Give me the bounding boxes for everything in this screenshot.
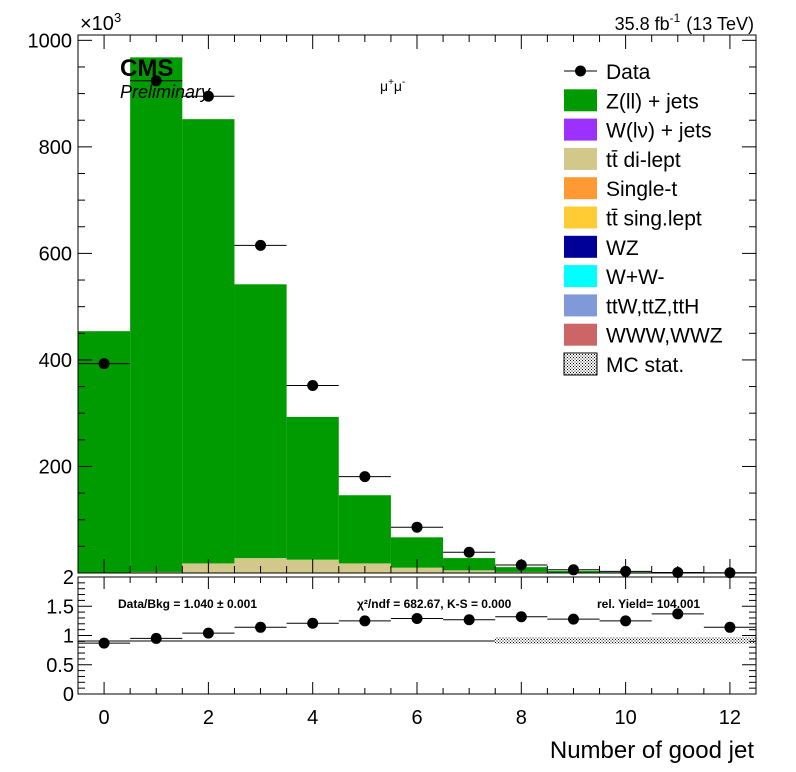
legend-label: tt̄ di-lept xyxy=(606,149,681,172)
x-tick-label: 4 xyxy=(307,707,318,729)
data-point xyxy=(150,75,162,87)
data-point xyxy=(463,546,475,558)
cms-label: CMS xyxy=(120,55,173,82)
stack-bar xyxy=(286,416,339,560)
y-tick-label: 400 xyxy=(39,350,72,372)
legend-swatch xyxy=(563,352,598,376)
ratio-frame xyxy=(77,576,757,695)
main-x-ticks xyxy=(103,35,731,573)
y-multiplier: ×103 xyxy=(80,10,121,35)
legend-swatch xyxy=(564,118,597,141)
stack-bar xyxy=(130,57,183,572)
legend-label: WZ xyxy=(606,237,639,260)
ratio-yield-text: rel. Yield= 104.001 xyxy=(597,597,700,611)
legend-label: Single-t xyxy=(606,178,677,201)
y-tick-label: 600 xyxy=(39,243,72,265)
legend: Data Z(ll) + jets W(lν) + jets tt̄ di-lept S… xyxy=(563,61,723,377)
legend-swatch xyxy=(564,294,597,317)
y-tick-label: 1000 xyxy=(28,30,73,52)
legend-swatch xyxy=(564,265,597,288)
ratio-point xyxy=(359,615,371,627)
y-tick-label: 800 xyxy=(39,137,72,159)
ratio-point xyxy=(202,627,214,639)
data-point xyxy=(255,239,267,251)
data-point xyxy=(98,358,110,370)
ratio-point xyxy=(150,632,162,644)
data-points xyxy=(78,75,756,579)
legend-swatch xyxy=(564,235,597,258)
ratio-chi2-text: χ²/ndf = 682.67, K-S = 0.000 xyxy=(357,597,512,611)
stack-bar xyxy=(182,119,235,564)
legend-entry: WWW,WWZ xyxy=(564,323,723,348)
stack-bar xyxy=(78,331,131,573)
legend-swatch xyxy=(564,89,597,112)
data-point xyxy=(307,379,319,391)
x-tick-label: 6 xyxy=(411,707,422,729)
x-tick-label: 10 xyxy=(614,707,636,729)
luminosity-label: 35.8 fb-1 (13 TeV) xyxy=(615,11,754,34)
ratio-point xyxy=(515,611,527,623)
ratio-point xyxy=(255,621,267,633)
x-tick-label: 8 xyxy=(516,707,527,729)
x-axis-label: Number of good jet xyxy=(550,737,754,764)
legend-label: WWW,WWZ xyxy=(606,325,723,348)
data-point xyxy=(359,471,371,483)
stack-bar xyxy=(443,558,496,571)
legend-marker xyxy=(575,65,586,77)
data-point xyxy=(411,521,423,533)
legend-label: MC stat. xyxy=(606,354,684,377)
legend-entry: ttW,ttZ,ttH xyxy=(564,294,699,318)
main-y-axis: 200 400 600 800 1000 xyxy=(28,30,756,574)
ratio-point xyxy=(724,621,736,633)
legend-label: tt̄ sing.lept xyxy=(606,208,702,231)
stack-bar xyxy=(234,558,287,573)
legend-label: W(lν) + jets xyxy=(606,120,712,143)
data-point xyxy=(202,90,214,102)
ratio-databkg-text: Data/Bkg = 1.040 ± 0.001 xyxy=(118,597,257,611)
legend-swatch xyxy=(564,206,597,229)
legend-swatch xyxy=(564,177,597,200)
preliminary-label: Preliminary xyxy=(120,82,211,102)
legend-label: Data xyxy=(606,61,651,84)
ratio-y-axis: 0 0.5 1 1.5 2 xyxy=(46,567,756,706)
legend-label: ttW,ttZ,ttH xyxy=(606,295,699,318)
stack-bar xyxy=(234,284,287,559)
legend-label: W+W- xyxy=(606,266,665,289)
y-tick-label: 200 xyxy=(39,456,72,478)
legend-entry: W+W- xyxy=(564,265,665,289)
stack-bar xyxy=(338,495,391,564)
legend-entry: Z(ll) + jets xyxy=(564,89,699,113)
legend-entry: MC stat. xyxy=(563,352,684,377)
ratio-point xyxy=(411,613,423,625)
ratio-point xyxy=(620,615,632,627)
ratio-y-tick-label: 0 xyxy=(63,684,74,706)
ratio-point xyxy=(98,637,110,649)
x-tick-label: 0 xyxy=(99,707,110,729)
ratio-y-tick-label: 1.5 xyxy=(46,596,74,618)
legend-swatch xyxy=(564,323,597,346)
legend-entry: WZ xyxy=(564,235,639,260)
ratio-x-axis: 0 2 4 6 8 10 12 xyxy=(99,577,741,729)
legend-swatch xyxy=(564,147,597,170)
legend-label: Z(ll) + jets xyxy=(606,90,699,113)
channel-label: μ+μ- xyxy=(380,77,405,94)
ratio-points xyxy=(78,608,756,649)
ratio-y-tick-label: 1 xyxy=(63,626,74,648)
ratio-point xyxy=(307,617,319,629)
ratio-point xyxy=(567,613,579,625)
ratio-point xyxy=(463,614,475,626)
legend-entry: Data xyxy=(564,61,651,84)
legend-entry: W(lν) + jets xyxy=(564,118,712,143)
ratio-y-tick-label: 0.5 xyxy=(46,655,74,677)
legend-entry: tt̄ sing.lept xyxy=(564,206,702,231)
x-tick-label: 12 xyxy=(719,707,741,729)
legend-entry: tt̄ di-lept xyxy=(564,147,681,172)
ratio-point xyxy=(672,608,684,620)
ratio-mc-stat-band xyxy=(495,637,756,644)
x-tick-label: 2 xyxy=(203,707,214,729)
legend-entry: Single-t xyxy=(564,177,677,201)
ratio-y-tick-label: 2 xyxy=(63,567,74,589)
